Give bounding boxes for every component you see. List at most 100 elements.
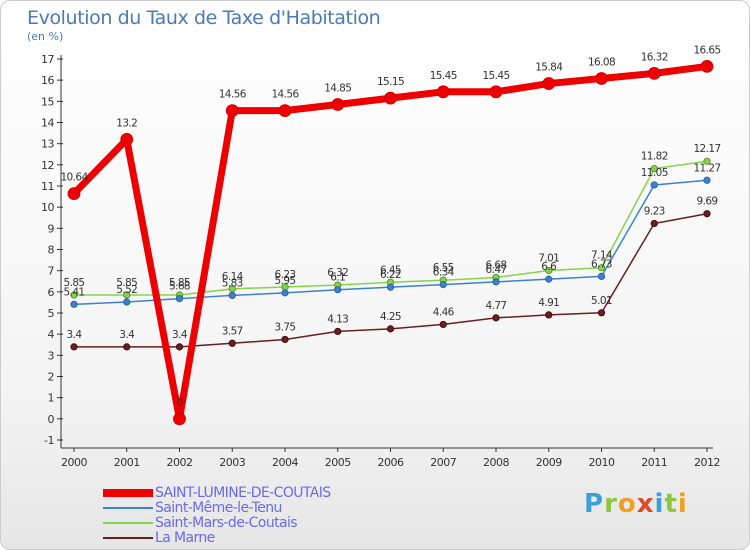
data-label: 6.22 xyxy=(380,269,401,281)
data-label: 14.85 xyxy=(324,83,351,95)
data-label: 6.55 xyxy=(433,262,454,274)
data-point xyxy=(489,85,503,99)
series-line xyxy=(70,62,711,423)
data-label: 6.73 xyxy=(591,258,612,270)
data-point xyxy=(597,309,606,317)
data-point xyxy=(492,278,500,286)
data-point xyxy=(436,85,450,99)
x-tick-label: 2001 xyxy=(114,456,140,469)
data-point xyxy=(281,335,289,344)
data-label: 6.47 xyxy=(486,264,507,276)
data-label: 4.25 xyxy=(380,311,401,323)
data-label: 9.69 xyxy=(697,196,718,208)
data-label: 11.82 xyxy=(641,151,668,163)
legend-swatch xyxy=(103,489,153,497)
y-tick-label: 12 xyxy=(41,159,54,172)
data-point xyxy=(334,286,342,294)
legend-label: SAINT-LUMINE-DE-COUTAIS xyxy=(155,485,331,501)
data-label: 5.01 xyxy=(591,295,612,307)
data-label: 10.64 xyxy=(60,172,88,184)
legend-label: La Marne xyxy=(155,530,215,546)
data-point xyxy=(700,60,714,73)
data-point xyxy=(650,219,658,228)
data-point xyxy=(123,291,131,299)
data-point xyxy=(281,289,289,297)
data-label: 15.15 xyxy=(377,76,404,88)
data-label: 16.65 xyxy=(693,44,720,56)
x-tick-label: 2010 xyxy=(589,456,615,469)
data-point xyxy=(703,176,711,184)
y-tick-label: 15 xyxy=(41,95,54,108)
data-point xyxy=(703,210,711,218)
data-label: 4.77 xyxy=(486,300,507,312)
data-label: 3.57 xyxy=(222,325,243,337)
data-point xyxy=(173,412,186,426)
data-label: 9.23 xyxy=(644,205,665,217)
y-tick-label: 10 xyxy=(41,201,54,214)
data-label: 5.85 xyxy=(169,277,190,289)
data-label: 0 xyxy=(176,397,182,409)
data-point xyxy=(386,283,395,291)
data-point xyxy=(70,291,78,299)
x-tick-label: 2000 xyxy=(61,456,87,469)
data-point xyxy=(331,98,345,111)
data-label: 14.56 xyxy=(219,89,247,101)
y-tick-label: 13 xyxy=(41,138,54,151)
data-point xyxy=(439,320,447,329)
data-point xyxy=(228,291,236,300)
data-point xyxy=(386,325,395,333)
data-point xyxy=(597,272,606,280)
y-tick-label: 7 xyxy=(48,265,55,278)
data-point xyxy=(492,314,500,322)
data-label: 4.91 xyxy=(538,297,559,309)
y-tick-label: 8 xyxy=(48,244,55,257)
data-point xyxy=(597,264,606,272)
data-label: 5.68 xyxy=(169,281,190,293)
y-tick-label: 6 xyxy=(48,286,55,299)
data-label: 5.95 xyxy=(275,275,296,287)
x-tick-label: 2002 xyxy=(167,456,193,469)
data-label: 6.45 xyxy=(380,264,401,276)
data-point xyxy=(650,165,658,173)
y-tick-label: 9 xyxy=(48,222,55,235)
data-point xyxy=(175,295,184,303)
data-label: 16.08 xyxy=(588,56,615,68)
data-label: 6.34 xyxy=(433,267,455,279)
y-tick-label: 17 xyxy=(41,53,54,66)
data-label: 14.56 xyxy=(271,89,299,101)
data-point xyxy=(545,311,553,319)
proxiti-logo: Proxiti xyxy=(584,489,688,519)
data-point xyxy=(120,133,134,146)
data-label: 5.85 xyxy=(116,277,137,289)
data-label: 7.01 xyxy=(538,252,559,264)
legend-swatch xyxy=(103,537,153,539)
y-tick-label: 0 xyxy=(48,413,55,426)
y-tick-label: 4 xyxy=(48,328,55,341)
data-point xyxy=(334,327,342,336)
x-tick-label: 2003 xyxy=(219,456,245,469)
data-point xyxy=(647,66,661,80)
data-point xyxy=(545,266,553,275)
y-tick-label: 3 xyxy=(48,349,55,362)
data-label: 3.75 xyxy=(275,321,296,333)
data-label: 6.23 xyxy=(275,269,296,281)
x-tick-label: 2012 xyxy=(694,456,720,469)
y-tick-label: -1 xyxy=(44,434,54,447)
y-tick-label: 14 xyxy=(41,117,54,130)
chart-subtitle: (en %) xyxy=(27,30,64,43)
data-label: 5.85 xyxy=(64,277,85,289)
data-label: 15.84 xyxy=(535,62,563,74)
data-point xyxy=(70,300,78,308)
data-point xyxy=(545,275,553,283)
data-label: 12.17 xyxy=(693,143,720,155)
data-label: 3.4 xyxy=(119,329,135,341)
data-label: 3.4 xyxy=(67,329,83,341)
legend-swatch xyxy=(103,522,153,524)
data-point xyxy=(384,91,397,105)
y-tick-label: 16 xyxy=(41,74,54,87)
data-point xyxy=(595,72,608,85)
data-point xyxy=(439,281,447,289)
data-label: 6.68 xyxy=(486,259,507,271)
data-point xyxy=(67,187,81,201)
x-tick-label: 2007 xyxy=(430,456,456,469)
